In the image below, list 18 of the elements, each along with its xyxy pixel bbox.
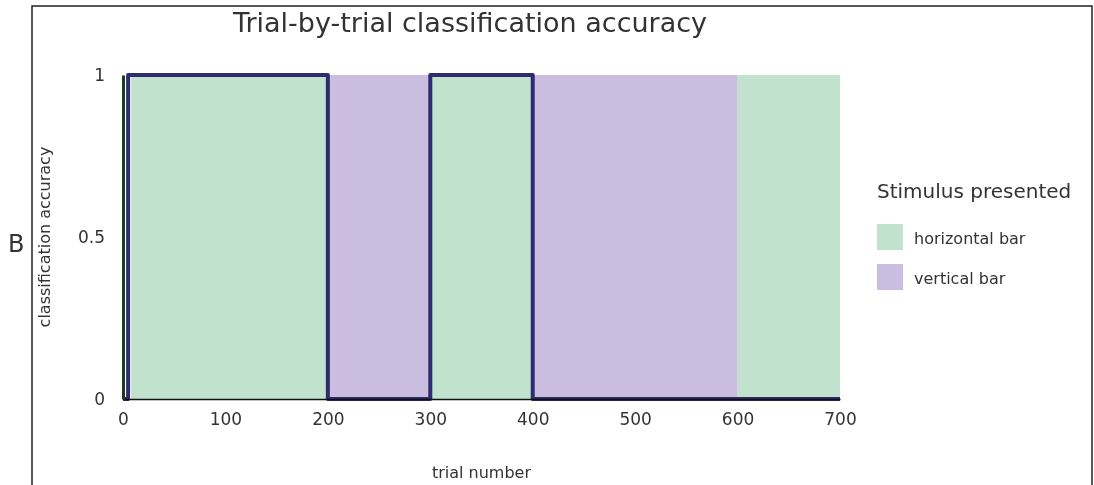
y-axis-title: classification accuracy (35, 146, 54, 328)
legend-title: Stimulus presented (877, 179, 1072, 203)
x-tick-label: 200 (312, 409, 345, 430)
x-tick-label: 500 (619, 409, 652, 430)
y-tick-label: 0 (94, 388, 105, 409)
x-tick-label: 700 (824, 409, 857, 430)
x-tick-label: 400 (516, 409, 550, 430)
y-tick-label: 1 (94, 64, 105, 85)
x-axis-title: trial number (431, 463, 532, 482)
legend-label: horizontal bar (914, 229, 1026, 248)
legend-label: vertical bar (914, 269, 1006, 288)
x-tick-label: 100 (209, 409, 243, 430)
text: B (8, 230, 25, 258)
x-tick-label: 600 (721, 409, 755, 430)
y-tick-label: 0.5 (77, 226, 105, 247)
chart-title: Trial-by-trial classification accuracy (231, 7, 708, 38)
x-tick-label: 300 (414, 409, 448, 430)
x-tick-label: 0 (118, 409, 129, 430)
